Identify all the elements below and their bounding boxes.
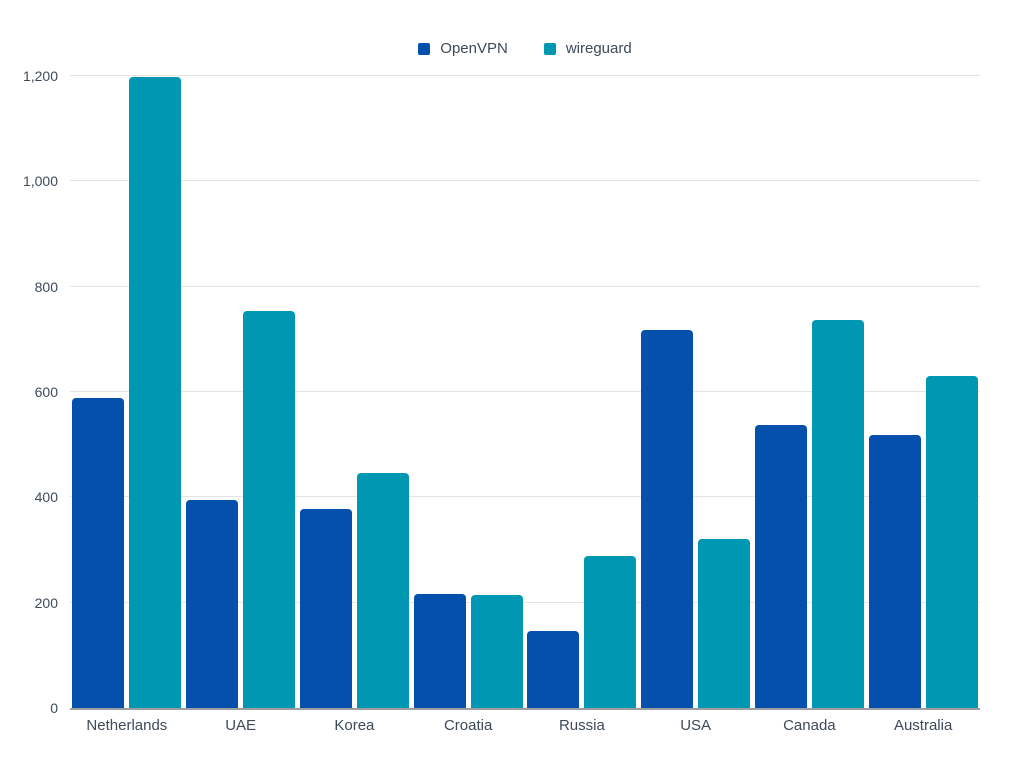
legend-item-wireguard[interactable]: wireguard — [543, 40, 632, 57]
x-label-korea: Korea — [334, 717, 375, 734]
y-tick-label-0: 0 — [50, 700, 58, 716]
gridline-1200 — [70, 75, 980, 76]
bar-group-usa: USA — [639, 76, 753, 734]
bar-wireguard-usa[interactable] — [698, 538, 751, 708]
bar-group-korea: Korea — [298, 76, 412, 734]
y-tick-label-1000: 1,000 — [22, 173, 58, 190]
bar-group-australia: Australia — [866, 76, 980, 734]
bar-wireguard-australia[interactable] — [925, 375, 978, 708]
y-tick-label-200: 200 — [34, 594, 58, 611]
gridline-600 — [70, 391, 980, 392]
bar-openvpn-netherlands[interactable] — [72, 398, 125, 708]
bar-openvpn-croatia[interactable] — [413, 594, 466, 708]
bar-group-canada: Canada — [753, 76, 867, 734]
legend-swatch-wireguard — [543, 42, 556, 55]
bar-groups: Netherlands UAE Korea Croatia Russia USA Canad… — [70, 76, 980, 734]
legend: OpenVPN wireguard — [70, 40, 980, 57]
x-label-usa: USA — [680, 717, 712, 734]
x-label-russia: Russia — [558, 717, 605, 734]
x-label-netherlands: Netherlands — [86, 717, 168, 734]
y-tick-label-600: 600 — [34, 384, 58, 400]
bar-group-russia: Russia — [525, 76, 639, 734]
y-tick-label-400: 400 — [34, 489, 58, 506]
bar-wireguard-uae[interactable] — [243, 311, 296, 708]
bar-wireguard-canada[interactable] — [811, 320, 864, 708]
bar-openvpn-korea[interactable] — [299, 509, 352, 708]
legend-item-openvpn[interactable]: OpenVPN — [418, 40, 508, 57]
legend-label-openvpn: OpenVPN — [440, 40, 508, 57]
bar-group-croatia: Croatia — [411, 76, 525, 734]
x-label-canada: Canada — [783, 717, 836, 734]
gridline-400 — [70, 496, 980, 498]
legend-swatch-openvpn — [418, 42, 431, 55]
plot-area: 0 200 400 600 800 1,000 1,200 Netherlands UAE Kor… — [23, 68, 980, 734]
legend-label-wireguard: wireguard — [565, 40, 632, 57]
gridline-200 — [70, 601, 980, 603]
bar-openvpn-russia[interactable] — [527, 631, 580, 708]
bar-openvpn-usa[interactable] — [641, 329, 694, 708]
gridline-800 — [70, 285, 980, 287]
x-label-uae: UAE — [225, 717, 257, 734]
gridline-1000 — [70, 180, 980, 182]
bar-wireguard-russia[interactable] — [584, 556, 637, 708]
y-tick-label-1200: 1,200 — [22, 68, 58, 84]
bar-wireguard-netherlands[interactable] — [129, 77, 182, 708]
bar-openvpn-canada[interactable] — [754, 424, 807, 708]
bar-group-netherlands: Netherlands — [70, 76, 184, 734]
bar-group-uae: UAE — [184, 76, 298, 734]
bar-openvpn-uae[interactable] — [186, 499, 239, 708]
x-label-croatia: Croatia — [443, 717, 493, 734]
bar-wireguard-croatia[interactable] — [470, 595, 523, 708]
y-tick-label-800: 800 — [34, 278, 58, 295]
x-label-australia: Australia — [893, 717, 953, 734]
bar-wireguard-korea[interactable] — [356, 473, 409, 708]
bar-openvpn-australia[interactable] — [868, 434, 921, 708]
